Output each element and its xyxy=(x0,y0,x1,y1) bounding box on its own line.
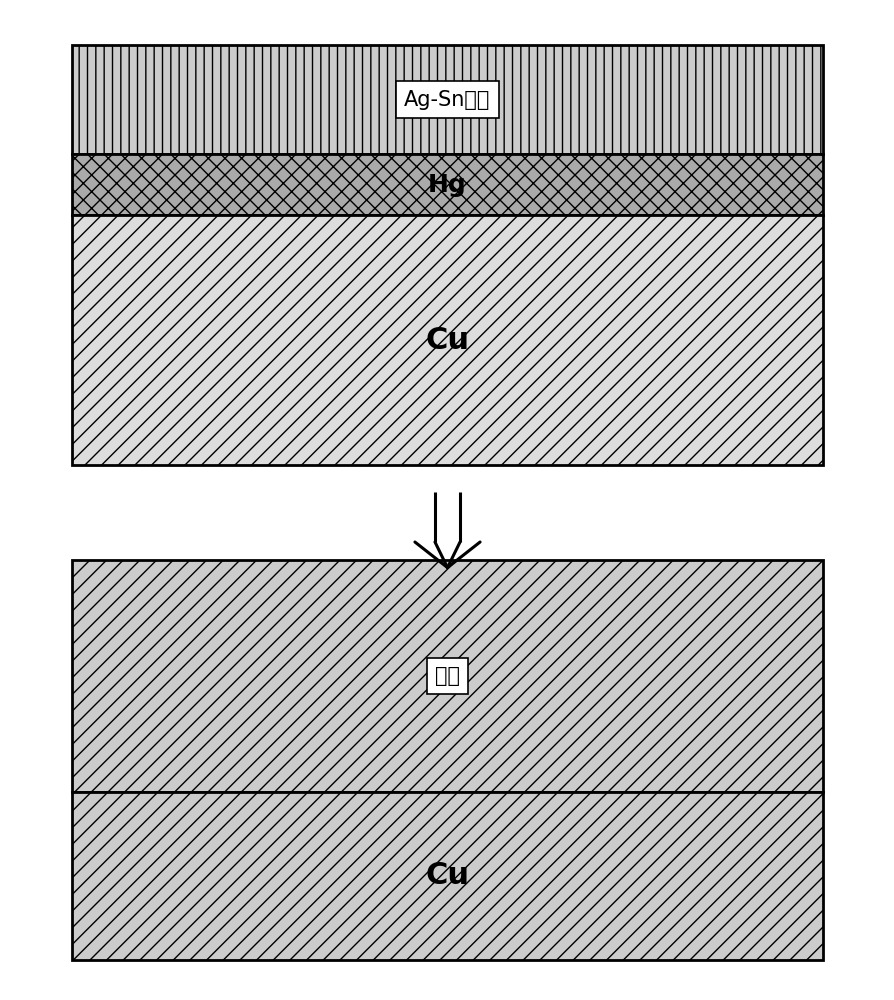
Text: Ag-Sn合金: Ag-Sn合金 xyxy=(404,90,490,110)
Bar xyxy=(72,560,822,792)
Bar xyxy=(72,45,822,154)
Text: 汞齐: 汞齐 xyxy=(434,666,460,686)
Text: Hg: Hg xyxy=(427,173,467,197)
Text: Cu: Cu xyxy=(425,326,469,355)
Text: Cu: Cu xyxy=(425,861,469,890)
Bar xyxy=(72,154,822,215)
Bar xyxy=(72,215,822,465)
Bar xyxy=(72,792,822,960)
